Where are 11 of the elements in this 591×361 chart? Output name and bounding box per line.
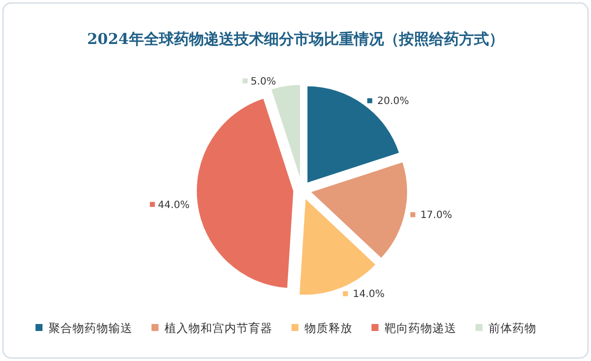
chart-title: 2024年全球药物递送技术细分市场比重情况（按照给药方式） <box>87 30 504 48</box>
data-label: 5.0% <box>250 76 276 88</box>
legend-label: 植入物和宫内节育器 <box>164 321 272 335</box>
data-label: 17.0% <box>420 210 452 222</box>
data-label: 20.0% <box>377 96 410 108</box>
legend-label: 前体药物 <box>488 321 536 335</box>
legend-label: 靶向药物递送 <box>384 321 456 335</box>
data-label: 14.0% <box>352 289 385 300</box>
legend-label: 物质释放 <box>304 321 352 335</box>
data-label: 44.0% <box>158 200 190 211</box>
legend-label: 聚合物药物输送 <box>48 321 132 335</box>
